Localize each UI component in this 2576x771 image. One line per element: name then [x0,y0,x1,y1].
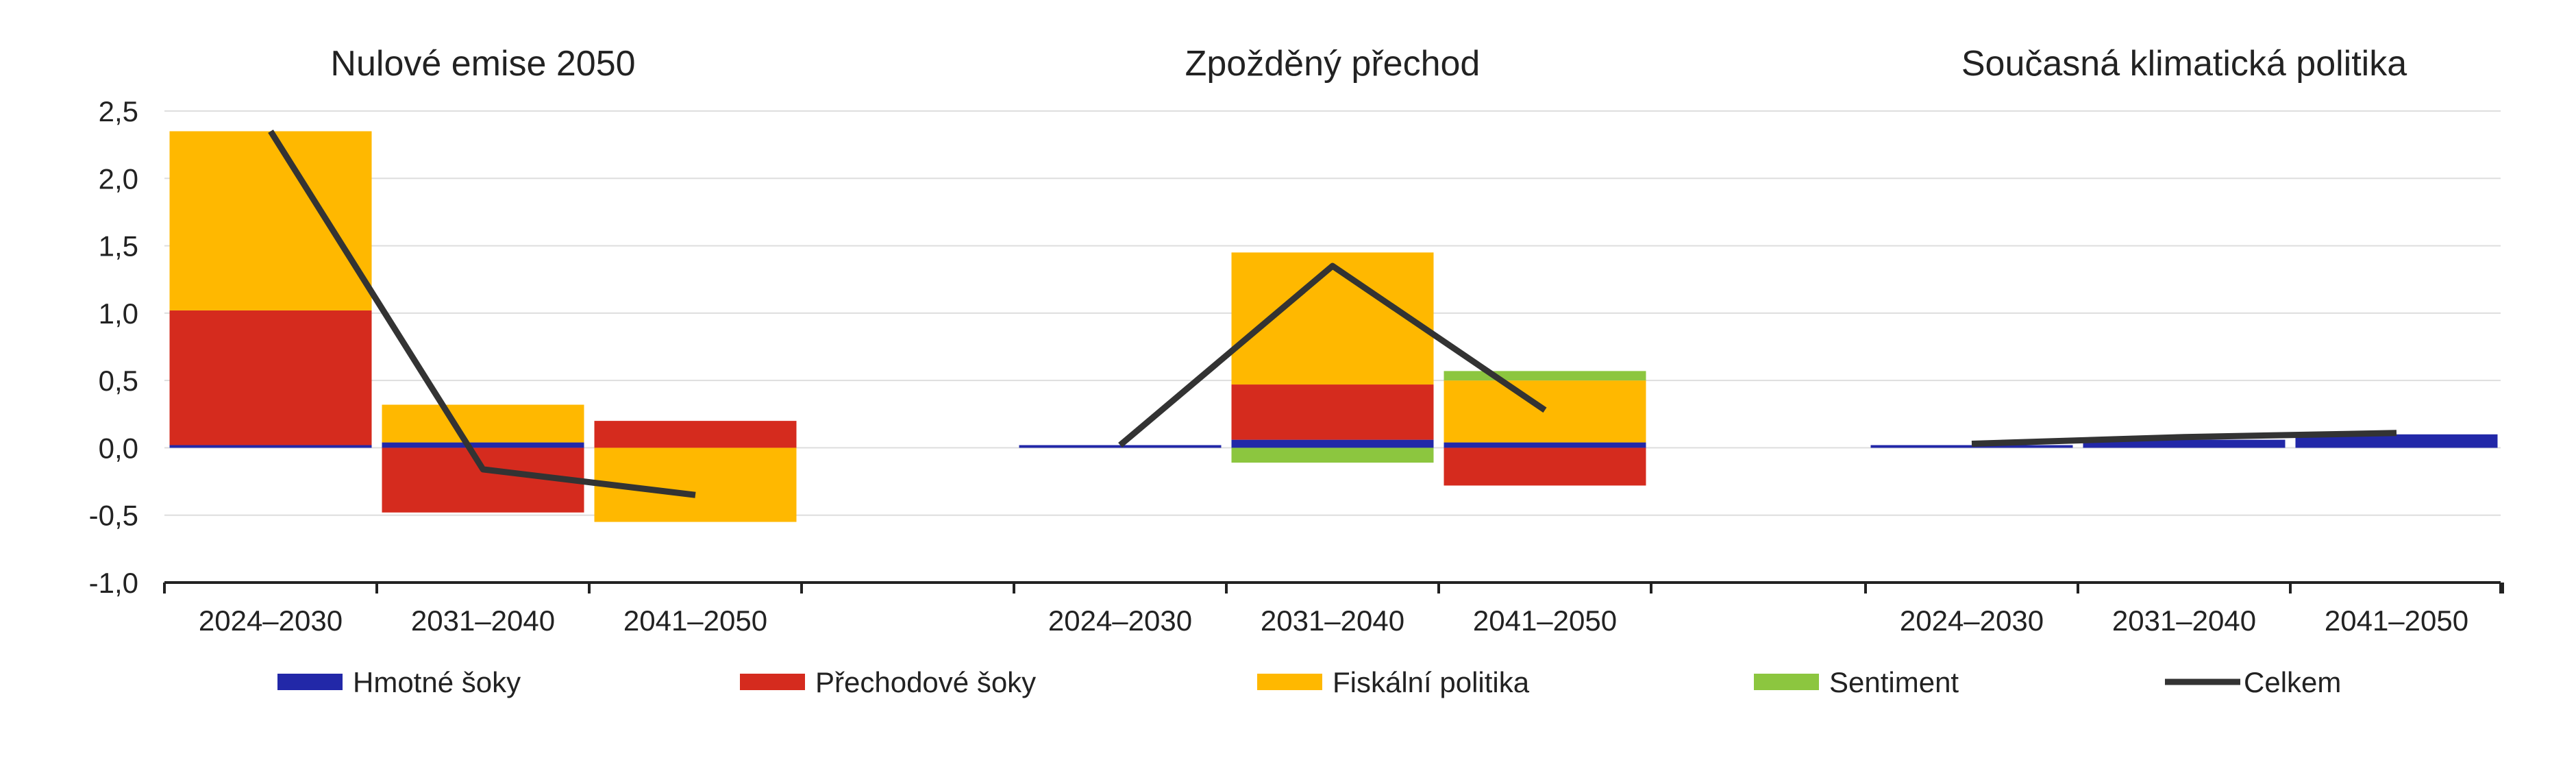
bar-segment [169,131,372,310]
y-tick-label: 0,5 [99,365,138,397]
legend-swatch [277,674,343,690]
legend-swatch [740,674,805,690]
x-tick-label: 2031–2040 [1261,604,1404,637]
y-tick-label: 0,0 [99,432,138,464]
x-tick-label: 2041–2050 [623,604,767,637]
y-tick-label: 2,0 [99,162,138,195]
labels-layer: 2,5 2,0 1,5 1,0 0,5 0,0 -0,5 -1,0 Nulové emise 2… [89,44,2468,637]
legend-label: Celkem [2244,666,2341,698]
bar-segment [1870,445,2073,448]
legend-label: Přechodové šoky [815,666,1036,698]
bar-segment [1231,448,1434,463]
x-tick-label: 2024–2030 [199,604,343,637]
bar-segment [2295,434,2498,448]
legend-swatch [1754,674,1819,690]
y-tick-label: 1,5 [99,230,138,262]
y-tick-label: -1,0 [89,567,138,599]
y-tick-label: 2,5 [99,95,138,127]
total-line [1118,262,1547,448]
x-tick-label: 2024–2030 [1900,604,2044,637]
panel-title: Současná klimatická politika [1961,44,2407,84]
axes [163,581,2504,593]
y-tick-label: 1,0 [99,297,138,330]
bar-segment [1019,445,1222,448]
bar-segment [1231,384,1434,440]
bar-segment [1444,380,1646,443]
bar-segment [1444,371,1646,381]
legend-swatch [1257,674,1322,690]
x-tick-label: 2031–2040 [2112,604,2256,637]
x-tick-label: 2041–2050 [1473,604,1617,637]
x-tick-label: 2041–2050 [2325,604,2468,637]
legend: Hmotné šoky Přechodové šoky Fiskální polit… [277,666,2341,698]
x-tick-label: 2024–2030 [1048,604,1192,637]
bar-segment [169,310,372,445]
bar-segment [1444,448,1646,486]
total-line [268,130,696,498]
bar-segment [1231,252,1434,385]
bar-segment [2083,439,2286,448]
bar-layer [169,131,2498,522]
bar-segment [382,442,584,448]
bar-segment [594,421,797,448]
total-line [1971,430,2397,448]
legend-label: Fiskální politika [1333,666,1530,698]
total-line-layer [268,130,2397,498]
x-tick-label: 2031–2040 [411,604,555,637]
bar-segment [382,404,584,443]
y-tick-label: -0,5 [89,500,138,532]
legend-label: Sentiment [1829,666,1959,698]
bar-segment [169,445,372,448]
legend-label: Hmotné šoky [353,666,521,698]
bar-segment [1231,439,1434,448]
panel-title: Nulové emise 2050 [330,44,635,84]
bar-segment [1444,442,1646,448]
panel-title: Zpožděný přechod [1185,44,1481,84]
